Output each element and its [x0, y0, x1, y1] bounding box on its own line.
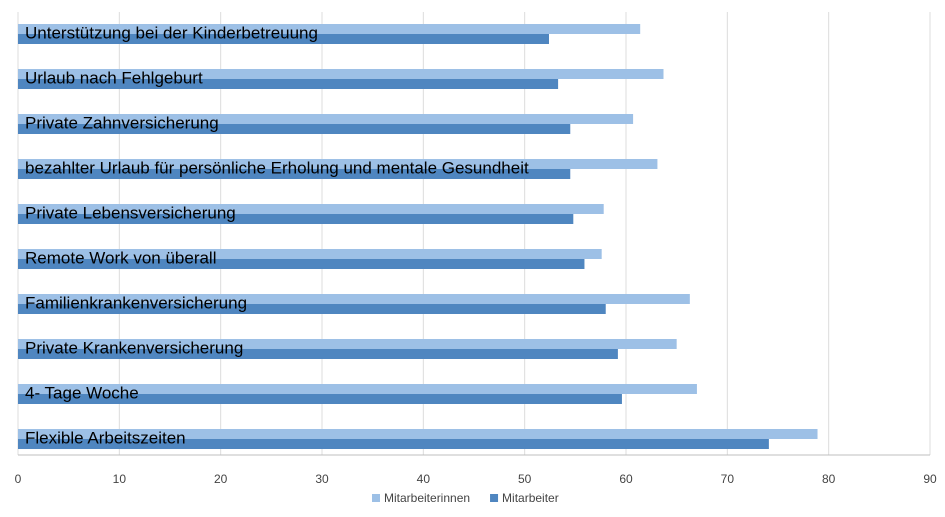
- x-tick-label: 70: [721, 472, 735, 486]
- legend-label: Mitarbeiterinnen: [384, 491, 470, 505]
- x-tick-label: 60: [619, 472, 633, 486]
- bar: [18, 349, 618, 359]
- category-label: Flexible Arbeitszeiten: [25, 428, 186, 447]
- x-tick-label: 80: [822, 472, 836, 486]
- bar: [18, 429, 818, 439]
- legend-swatch: [372, 494, 380, 502]
- legend-label: Mitarbeiter: [502, 491, 559, 505]
- category-label: Remote Work von überall: [25, 248, 217, 267]
- category-label: Urlaub nach Fehlgeburt: [25, 68, 203, 87]
- bar: [18, 24, 641, 34]
- bar: [18, 69, 664, 79]
- bar: [18, 394, 622, 404]
- category-label: Private Zahnversicherung: [25, 113, 219, 132]
- x-tick-label: 50: [518, 472, 532, 486]
- x-tick-label: 90: [923, 472, 937, 486]
- category-label: bezahlter Urlaub für persönliche Erholun…: [25, 158, 529, 177]
- bar: [18, 259, 585, 269]
- x-tick-label: 30: [315, 472, 329, 486]
- category-label: Private Lebensversicherung: [25, 203, 236, 222]
- category-label: Familienkrankenversicherung: [25, 293, 247, 312]
- bar: [18, 124, 571, 134]
- x-tick-label: 10: [113, 472, 127, 486]
- bar: [18, 204, 604, 214]
- bar: [18, 169, 571, 179]
- x-tick-label: 40: [417, 472, 431, 486]
- bar: [18, 114, 634, 124]
- bar: [18, 294, 690, 304]
- bar: [18, 304, 606, 314]
- bar: [18, 79, 559, 89]
- bar: [18, 339, 677, 349]
- category-label: 4- Tage Woche: [25, 383, 139, 402]
- x-tick-label: 0: [15, 472, 22, 486]
- bar: [18, 214, 574, 224]
- bar: [18, 384, 697, 394]
- legend-swatch: [490, 494, 499, 502]
- category-label: Unterstützung bei der Kinderbetreuung: [25, 23, 318, 42]
- x-tick-label: 20: [214, 472, 228, 486]
- bar: [18, 159, 658, 169]
- bar: [18, 34, 549, 44]
- bar: [18, 249, 602, 259]
- bar: [18, 439, 769, 449]
- category-label: Private Krankenversicherung: [25, 338, 243, 357]
